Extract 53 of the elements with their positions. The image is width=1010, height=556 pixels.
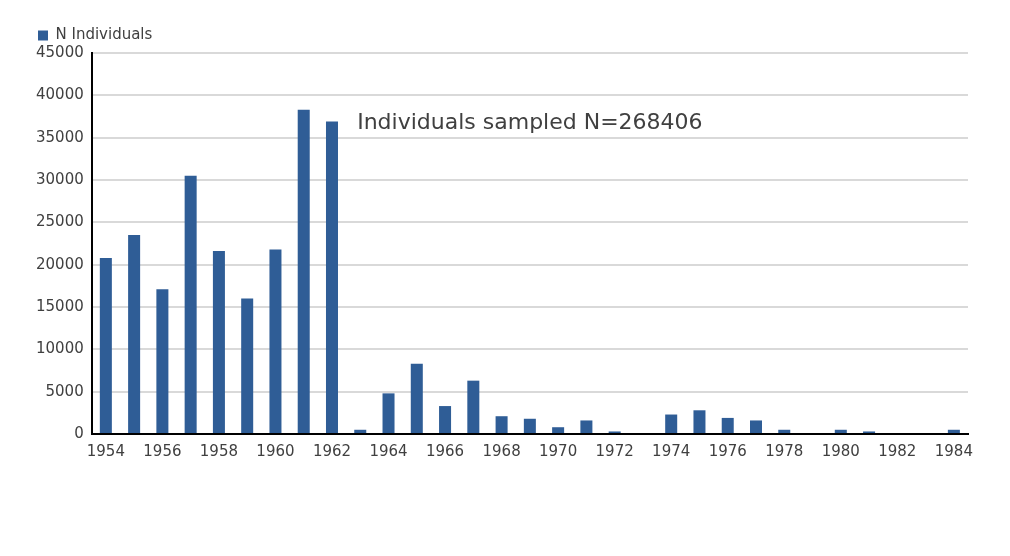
bar — [382, 393, 395, 433]
x-tick-label: 1954 — [86, 441, 125, 460]
bar — [749, 420, 762, 433]
x-tick-label: 1966 — [425, 441, 465, 460]
bar — [184, 175, 197, 433]
bar — [721, 417, 734, 433]
bar — [947, 429, 960, 433]
bar — [128, 235, 141, 433]
y-tick-label: 25000 — [36, 212, 84, 231]
x-tick-label: 1964 — [369, 441, 408, 460]
bar — [269, 249, 282, 433]
bar — [778, 429, 791, 433]
bar — [156, 289, 169, 433]
bar — [325, 121, 338, 433]
x-tick-label: 1978 — [765, 441, 804, 460]
bar — [439, 406, 452, 433]
annotation: Individuals sampled N=268406 — [357, 108, 703, 134]
bar — [99, 257, 112, 433]
x-tick-label: 1982 — [878, 441, 917, 460]
x-tick-label: 1976 — [708, 441, 747, 460]
x-tick-label: 1958 — [199, 441, 239, 460]
x-tick-label: 1968 — [482, 441, 521, 460]
x-tick-label: 1970 — [539, 441, 578, 460]
y-tick-label: 30000 — [36, 169, 84, 188]
bar — [580, 420, 593, 433]
bar — [552, 427, 565, 433]
bar — [467, 380, 480, 433]
x-tick-label: 1974 — [652, 441, 691, 460]
x-tick-label: 1956 — [143, 441, 182, 460]
x-tick-label: 1972 — [595, 441, 634, 460]
y-tick-label: 0 — [74, 423, 84, 442]
bar — [241, 298, 254, 433]
y-tick-label: 15000 — [36, 296, 84, 315]
bar — [212, 251, 225, 433]
y-tick-label: 20000 — [36, 254, 84, 273]
bar — [410, 363, 423, 433]
x-tick-label: 1984 — [934, 441, 973, 460]
bar — [495, 416, 508, 433]
x-tick-label: 1960 — [256, 441, 295, 460]
bar — [834, 429, 847, 433]
bar — [693, 410, 706, 433]
bar — [354, 429, 367, 433]
x-tick-label: 1980 — [821, 441, 860, 460]
y-tick-label: 10000 — [36, 339, 84, 358]
y-tick-label: 40000 — [36, 85, 84, 104]
x-tick-label: 1962 — [312, 441, 352, 460]
bar — [297, 109, 310, 433]
legend-label: N Individuals — [55, 25, 153, 44]
bar — [523, 418, 536, 433]
y-tick-label: 45000 — [36, 42, 84, 61]
bar — [665, 414, 678, 433]
y-tick-label: 5000 — [45, 381, 84, 400]
y-tick-label: 35000 — [36, 127, 84, 146]
